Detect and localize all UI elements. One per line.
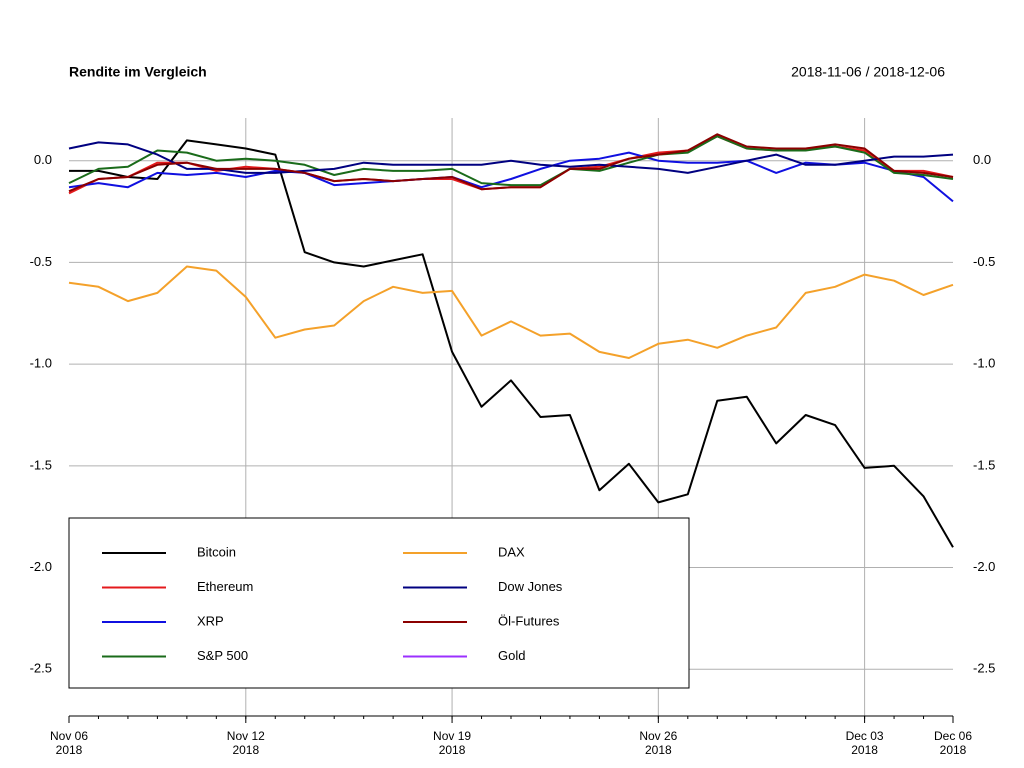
y-tick-label: -0.5: [30, 254, 52, 269]
x-tick-label: Nov 26 2018: [639, 729, 678, 757]
legend-label: XRP: [197, 613, 224, 628]
series-line: [68, 133, 954, 193]
legend-box: [68, 517, 690, 689]
chart-subtitle: 2018-11-06 / 2018-12-06: [791, 64, 945, 80]
x-tick-label: Dec 06 2018: [933, 729, 973, 757]
x-tick-label: Nov 06 2018: [49, 729, 89, 757]
chart-title: Rendite im Vergleich: [69, 64, 207, 80]
x-tick-label: Nov 12 2018: [226, 729, 265, 757]
legend-label: S&P 500: [197, 648, 248, 663]
series-line: [68, 265, 954, 359]
series-line: [69, 139, 954, 548]
y2-tick-label: -0.5: [973, 254, 995, 269]
y-tick-label: -2.0: [30, 559, 52, 574]
x-tick-label: Nov 19 2018: [433, 729, 472, 757]
legend-label: DAX: [498, 544, 525, 559]
y2-tick-label: -2.0: [973, 559, 995, 574]
series-line: [68, 135, 954, 187]
legend-label: Ethereum: [197, 579, 253, 594]
x-tick-label: Dec 03 2018: [845, 729, 884, 757]
series-line: [68, 151, 954, 203]
y-tick-label: -2.5: [30, 661, 52, 676]
y-tick-label: -1.5: [30, 457, 52, 472]
y2-tick-label: -2.5: [973, 661, 995, 676]
legend-label: Bitcoin: [197, 544, 236, 559]
y-tick-label: -1.0: [30, 356, 52, 371]
legend-label: Gold: [498, 648, 525, 663]
y2-tick-label: -1.5: [973, 457, 995, 472]
y2-tick-label: -1.0: [973, 356, 995, 371]
y2-tick-label: 0.0: [973, 152, 991, 167]
legend-label: Öl-Futures: [498, 613, 560, 628]
legend-label: Dow Jones: [498, 579, 563, 594]
y-tick-label: 0.0: [34, 152, 52, 167]
